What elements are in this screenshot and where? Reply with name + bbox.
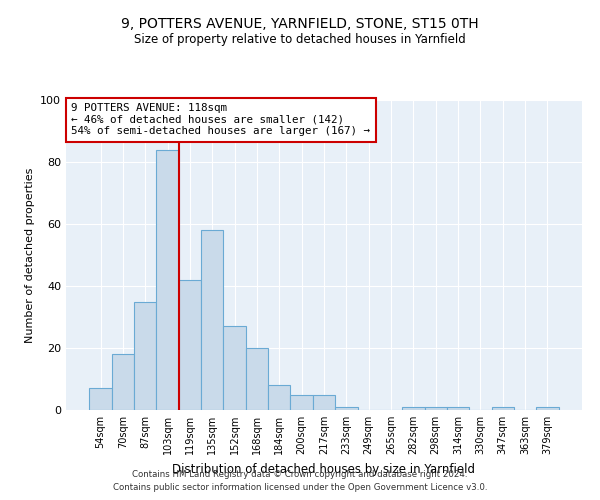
- Bar: [536, 407, 559, 410]
- Bar: [201, 230, 223, 410]
- Bar: [425, 407, 447, 410]
- Bar: [112, 354, 134, 410]
- Bar: [268, 385, 290, 410]
- Bar: [313, 394, 335, 410]
- Bar: [246, 348, 268, 410]
- Text: Contains public sector information licensed under the Open Government Licence v3: Contains public sector information licen…: [113, 483, 487, 492]
- Bar: [157, 150, 179, 410]
- X-axis label: Distribution of detached houses by size in Yarnfield: Distribution of detached houses by size …: [173, 462, 476, 475]
- Bar: [447, 407, 469, 410]
- Bar: [290, 394, 313, 410]
- Bar: [335, 407, 358, 410]
- Bar: [223, 326, 246, 410]
- Bar: [134, 302, 157, 410]
- Bar: [491, 407, 514, 410]
- Text: Contains HM Land Registry data © Crown copyright and database right 2024.: Contains HM Land Registry data © Crown c…: [132, 470, 468, 479]
- Text: 9 POTTERS AVENUE: 118sqm
← 46% of detached houses are smaller (142)
54% of semi-: 9 POTTERS AVENUE: 118sqm ← 46% of detach…: [71, 103, 370, 136]
- Bar: [89, 388, 112, 410]
- Text: Size of property relative to detached houses in Yarnfield: Size of property relative to detached ho…: [134, 32, 466, 46]
- Y-axis label: Number of detached properties: Number of detached properties: [25, 168, 35, 342]
- Text: 9, POTTERS AVENUE, YARNFIELD, STONE, ST15 0TH: 9, POTTERS AVENUE, YARNFIELD, STONE, ST1…: [121, 18, 479, 32]
- Bar: [179, 280, 201, 410]
- Bar: [402, 407, 425, 410]
